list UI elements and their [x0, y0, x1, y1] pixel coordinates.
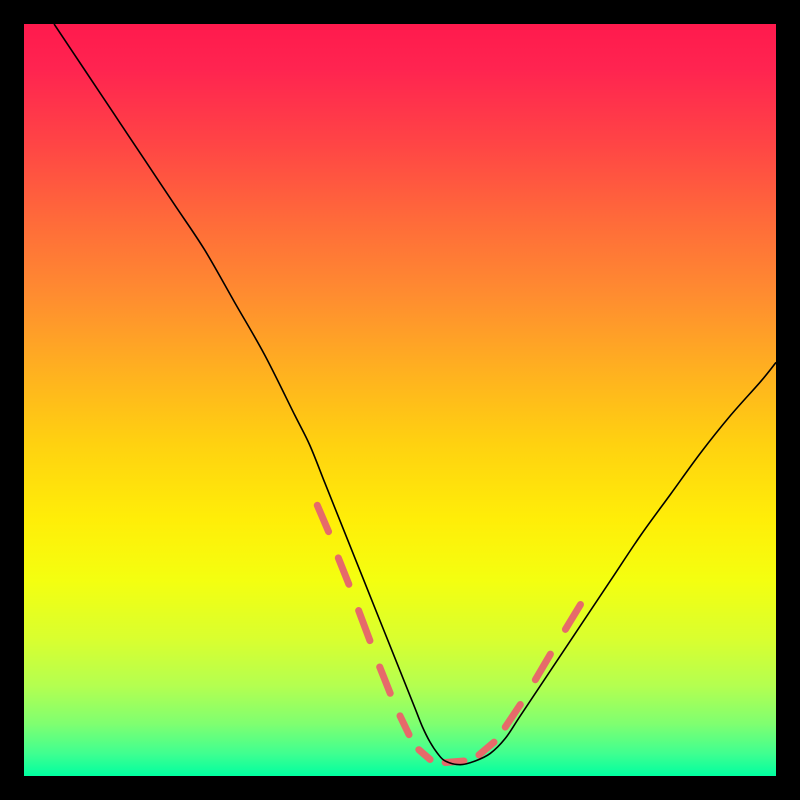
- bottleneck-curve-plot: [0, 0, 800, 800]
- figure-frame: TheBottleneck.com: [0, 0, 800, 800]
- gradient-background: [24, 24, 776, 776]
